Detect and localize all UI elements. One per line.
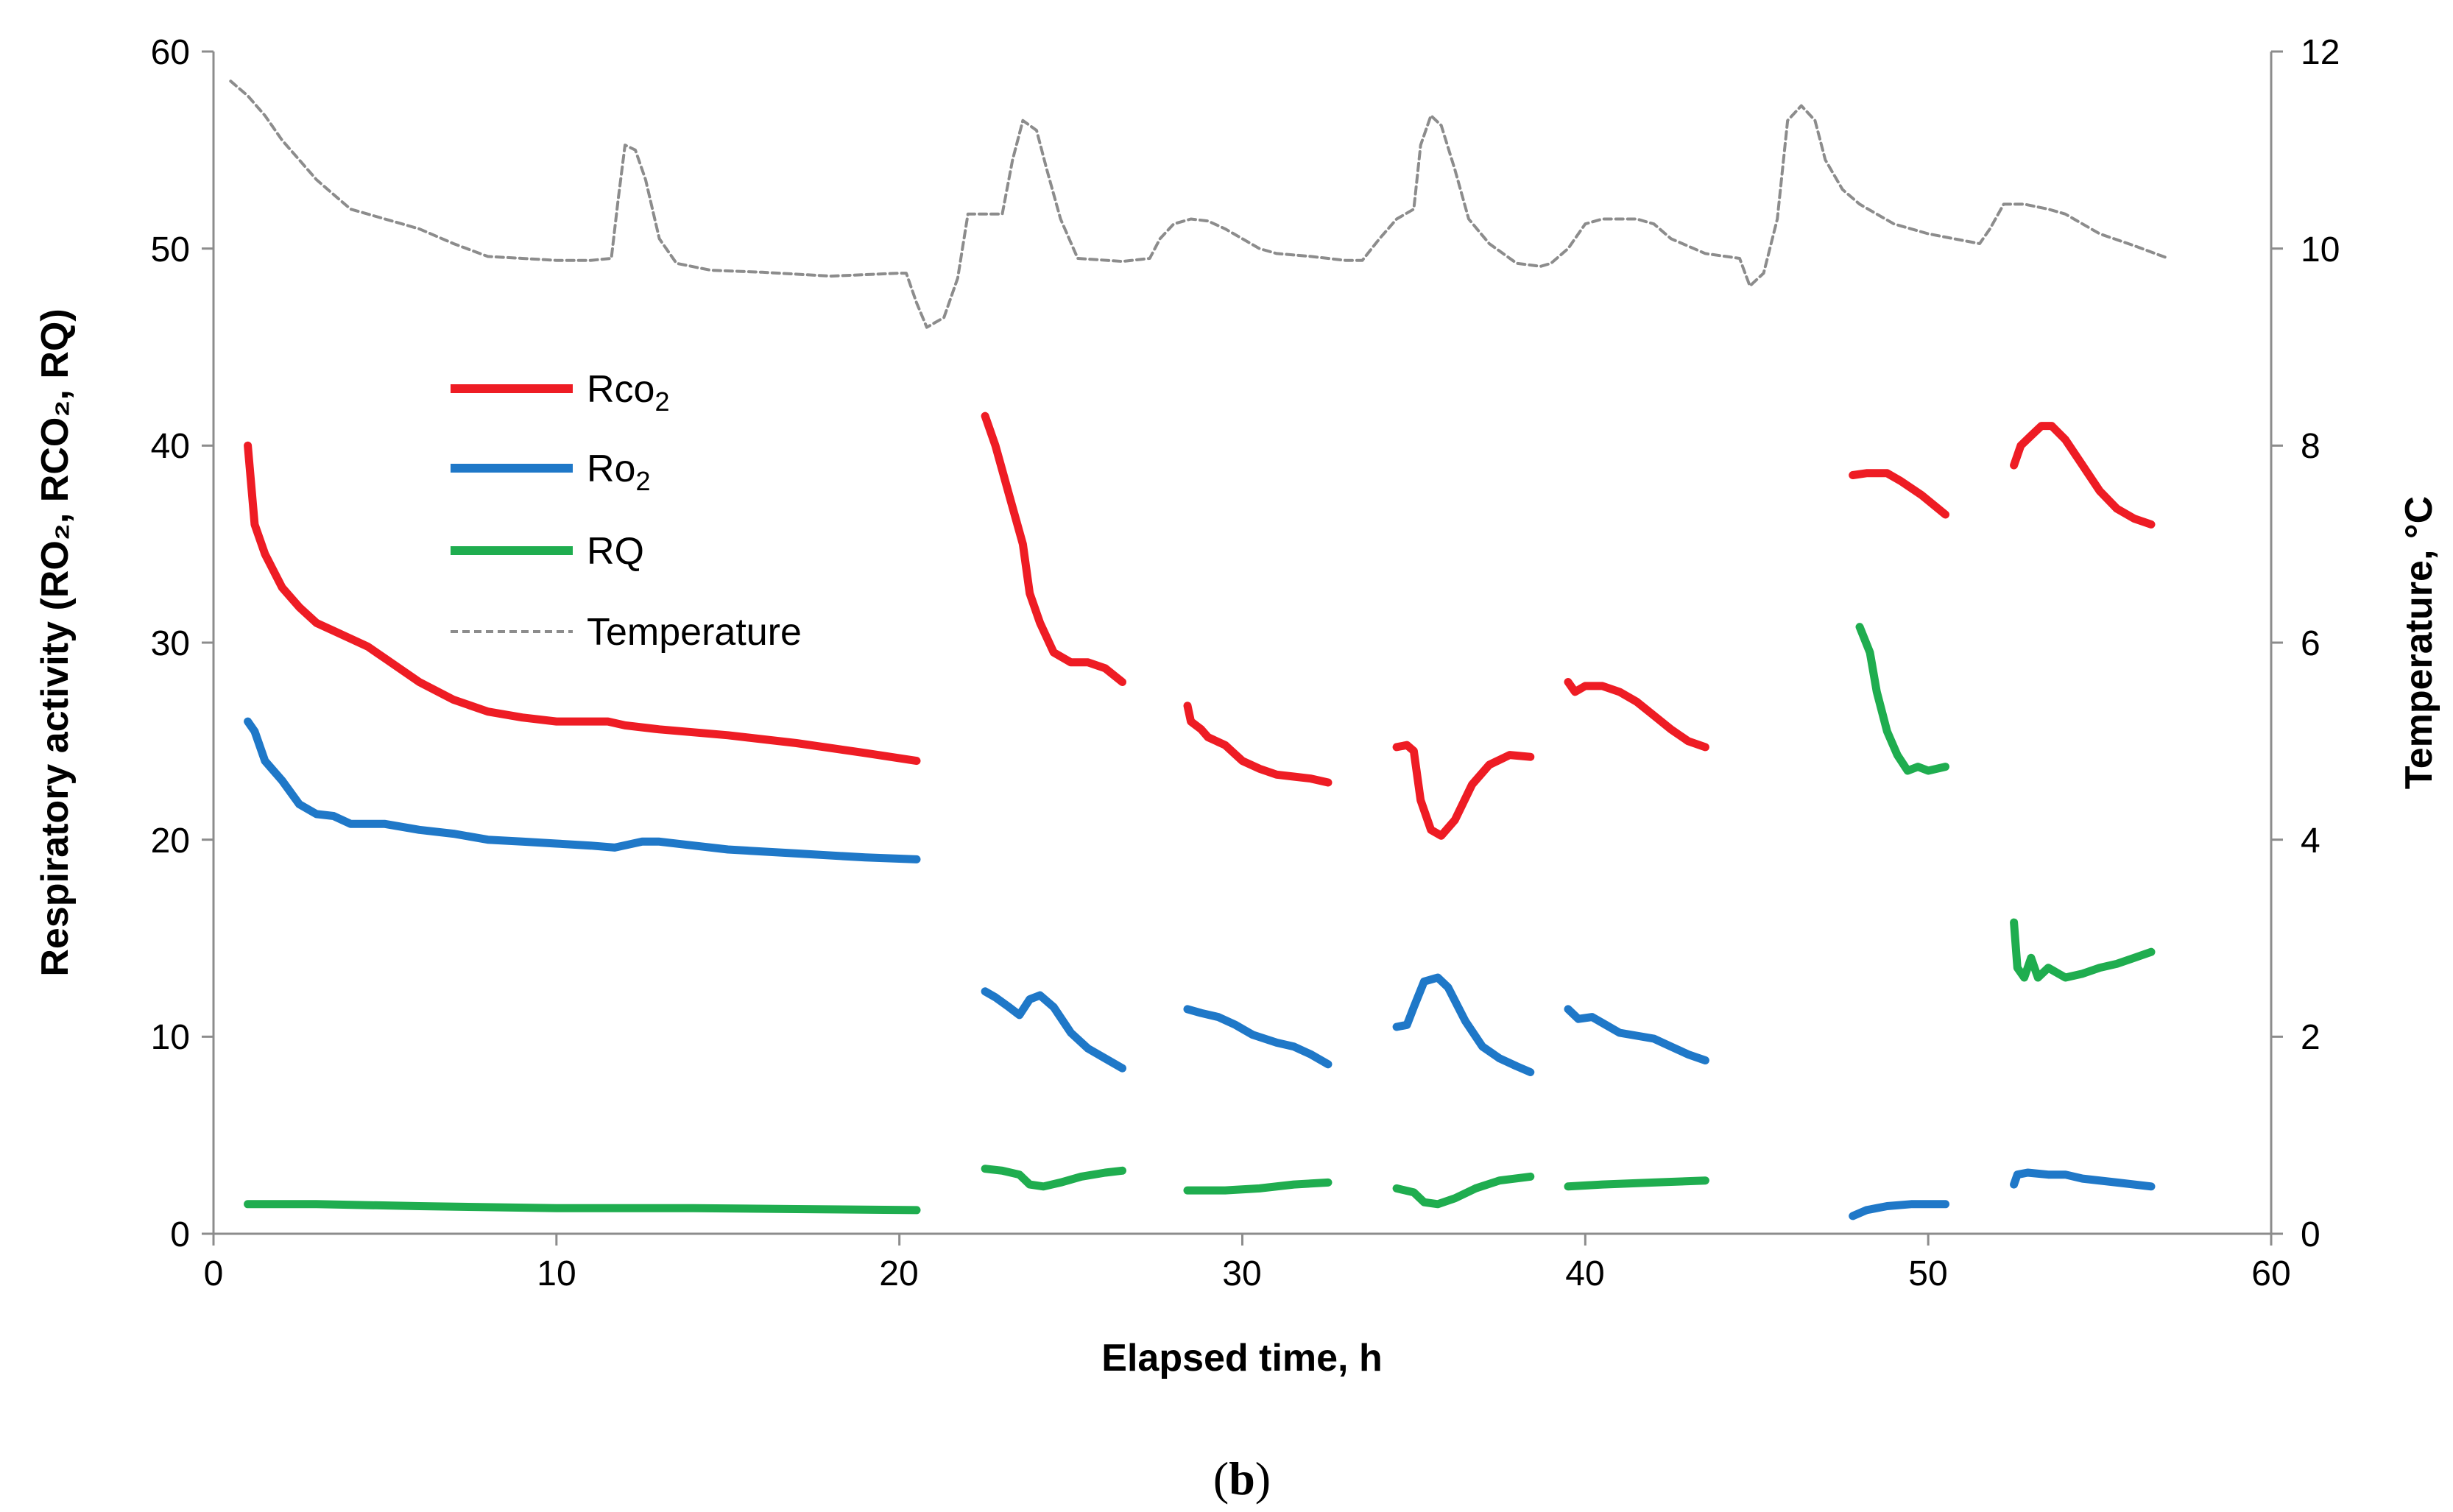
y-tick-label-left: 30	[151, 624, 190, 663]
legend-item: RQ	[451, 530, 644, 573]
x-tick-label: 20	[879, 1254, 918, 1293]
legend-item: Ro2	[451, 448, 651, 496]
y-tick-label-right: 6	[2301, 624, 2320, 663]
series-line-ro2	[1392, 973, 1535, 1076]
series-line-ro2	[2010, 1168, 2156, 1191]
y-tick-label-left: 0	[170, 1215, 190, 1254]
x-tick-label: 10	[537, 1254, 576, 1293]
y-tick-label-right: 2	[2301, 1018, 2320, 1057]
series-line-rq	[1564, 1176, 1709, 1191]
legend-item: Temperature	[451, 611, 802, 654]
series-line-rco2	[981, 411, 1126, 686]
legend-label-ro2: Ro2	[587, 448, 651, 496]
figure-caption: (b)	[1213, 1452, 1271, 1505]
y-axis-title-left: Respiratory activity (RO₂, RCO₂, RQ)	[34, 308, 77, 976]
y-tick-label-left: 10	[151, 1018, 190, 1057]
series-line-ro2	[1564, 1005, 1709, 1064]
y-tick-label-left: 40	[151, 427, 190, 466]
series-line-rco2	[1849, 469, 1949, 519]
legend: Rco2 Ro2 RQ Temperature	[451, 368, 802, 654]
x-tick-label: 0	[204, 1254, 224, 1293]
series-line-ro2	[1183, 1005, 1333, 1069]
axes	[202, 50, 2283, 1246]
y-tick-label-right: 0	[2301, 1215, 2320, 1254]
series-line-rq	[981, 1165, 1126, 1191]
series-line-rq	[1855, 623, 1949, 775]
series-line-ro2	[244, 717, 921, 863]
y-tick-label-left: 60	[151, 33, 190, 72]
y-axis-title-right: Temperature, °C	[2398, 496, 2440, 789]
series-line-rco2	[1392, 741, 1535, 840]
x-tick-label: 40	[1565, 1254, 1604, 1293]
series-line-rco2	[244, 441, 921, 766]
legend-item: Rco2	[451, 368, 670, 417]
series-layer	[229, 80, 2170, 1220]
y-tick-label-right: 12	[2301, 33, 2340, 72]
series-line-ro2	[1849, 1200, 1949, 1220]
series-line-rq	[244, 1200, 921, 1215]
legend-label-rco2: Rco2	[587, 368, 670, 417]
series-line-rq	[2010, 918, 2156, 982]
series-line-ro2	[981, 987, 1126, 1073]
x-axis-title: Elapsed time, h	[1101, 1337, 1382, 1379]
tick-marks	[202, 50, 2283, 1246]
legend-label-rq: RQ	[587, 530, 644, 573]
series-line-rco2	[1564, 678, 1709, 752]
y-tick-label-right: 10	[2301, 230, 2340, 269]
x-tick-label: 60	[2251, 1254, 2290, 1293]
y-tick-labels-right: 0 2 4 6 8 10 12	[2301, 33, 2340, 1254]
x-tick-label: 50	[1908, 1254, 1947, 1293]
y-tick-label-right: 8	[2301, 427, 2320, 466]
series-line-rco2	[1183, 702, 1333, 787]
series-line-rq	[1183, 1178, 1333, 1195]
y-tick-labels-left: 0 10 20 30 40 50 60	[151, 33, 190, 1254]
series-line-rco2	[2010, 422, 2156, 529]
y-tick-label-left: 20	[151, 822, 190, 861]
y-tick-label-left: 50	[151, 230, 190, 269]
series-line-rq	[1392, 1172, 1535, 1209]
y-tick-label-right: 4	[2301, 822, 2320, 861]
legend-label-temperature: Temperature	[587, 611, 802, 654]
series-line-temperature	[229, 80, 2170, 329]
x-tick-label: 30	[1222, 1254, 1261, 1293]
x-tick-labels: 0 10 20 30 40 50 60	[204, 1254, 2291, 1293]
